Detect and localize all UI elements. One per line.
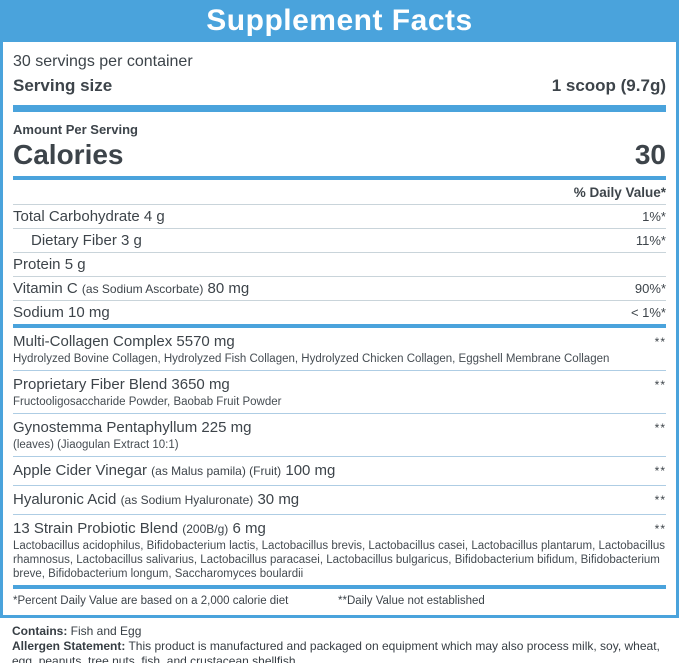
table-row: Protein 5 g <box>13 252 666 276</box>
ingredient-daily-value: ** <box>654 522 666 536</box>
divider-bar <box>13 105 666 112</box>
servings-per-container: 30 servings per container <box>13 53 193 70</box>
allergen-statement-label: Allergen Statement: <box>12 639 126 653</box>
ingredient-sublist: (leaves) (Jiaogulan Extract 10:1) <box>13 439 179 451</box>
divider-bar <box>13 585 666 589</box>
ingredient-daily-value: ** <box>654 493 666 507</box>
contains-value: Fish and Egg <box>67 624 142 638</box>
table-row: Hyaluronic Acid (as Sodium Hyaluronate) … <box>13 485 666 514</box>
table-row: Apple Cider Vinegar (as Malus pamila) (F… <box>13 456 666 485</box>
ingredient-name: Gynostemma Pentaphyllum 225 mg <box>13 419 252 436</box>
table-row: Total Carbohydrate 4 g 1%* <box>13 205 666 228</box>
ingredient-daily-value: ** <box>654 464 666 478</box>
ingredient-name: 13 Strain Probiotic Blend (200B/g) 6 mg <box>13 520 266 537</box>
nutrient-daily-value: 90%* <box>634 280 666 296</box>
table-row: Vitamin C (as Sodium Ascorbate) 80 mg 90… <box>13 276 666 300</box>
nutrients-table: Total Carbohydrate 4 g 1%* Dietary Fiber… <box>13 205 666 324</box>
ingredient-name: Multi-Collagen Complex 5570 mg <box>13 333 235 350</box>
ingredient-name: Apple Cider Vinegar (as Malus pamila) (F… <box>13 462 336 479</box>
ingredient-daily-value: ** <box>654 378 666 392</box>
ingredient-sublist: Fructooligosaccharide Powder, Baobab Fru… <box>13 396 282 408</box>
calories-value: 30 <box>634 139 666 170</box>
calories-row: Calories 30 <box>13 138 666 172</box>
table-row: Multi-Collagen Complex 5570 mg ** Hydrol… <box>13 328 666 370</box>
ingredient-daily-value: ** <box>654 335 666 349</box>
contains-line: Contains: Fish and Egg <box>12 624 667 639</box>
ingredient-name: Hyaluronic Acid (as Sodium Hyaluronate) … <box>13 491 300 508</box>
ingredient-daily-value: ** <box>654 421 666 435</box>
serving-size-value: 1 scoop (9.7g) <box>551 76 666 95</box>
serving-size-row: Serving size 1 scoop (9.7g) <box>13 73 666 98</box>
nutrient-name: Vitamin C (as Sodium Ascorbate) 80 mg <box>13 279 250 297</box>
daily-value-header: % Daily Value* <box>13 180 666 205</box>
nutrient-name: Dietary Fiber 3 g <box>31 231 142 249</box>
serving-size-label: Serving size <box>13 76 113 95</box>
nutrient-name: Protein 5 g <box>13 255 86 273</box>
nutrient-name: Sodium 10 mg <box>13 303 110 321</box>
divider-bar <box>13 176 666 180</box>
supplement-facts-panel: 30 servings per container Serving size 1… <box>0 42 679 618</box>
table-row: Gynostemma Pentaphyllum 225 mg ** (leave… <box>13 413 666 456</box>
serving-section: 30 servings per container Serving size 1… <box>13 42 666 112</box>
allergen-block: Contains: Fish and Egg Allergen Statemen… <box>0 618 679 663</box>
supplement-facts-title: Supplement Facts <box>0 0 679 42</box>
ingredient-sublist: Lactobacillus acidophilus, Bifidobacteri… <box>13 540 666 580</box>
calories-label: Calories <box>13 139 124 170</box>
table-row: Proprietary Fiber Blend 3650 mg ** Fruct… <box>13 370 666 413</box>
divider-bar <box>13 324 666 328</box>
allergen-statement-value: This product is manufactured and package… <box>12 639 660 663</box>
nutrient-daily-value: 11%* <box>635 232 666 248</box>
contains-label: Contains: <box>12 624 68 638</box>
footnote-daily-value-basis: *Percent Daily Value are based on a 2,00… <box>13 595 289 607</box>
footnote-not-established: **Daily Value not established <box>338 595 485 607</box>
blends-table: Multi-Collagen Complex 5570 mg ** Hydrol… <box>13 328 666 585</box>
calories-section: Amount Per Serving Calories 30 <box>13 121 666 180</box>
ingredient-name: Proprietary Fiber Blend 3650 mg <box>13 376 230 393</box>
nutrient-name: Total Carbohydrate 4 g <box>13 207 165 225</box>
allergen-statement-line: Allergen Statement: This product is manu… <box>12 639 667 663</box>
footnotes: *Percent Daily Value are based on a 2,00… <box>13 589 666 615</box>
amount-per-serving-label: Amount Per Serving <box>13 122 138 137</box>
nutrient-daily-value: < 1%* <box>630 304 666 320</box>
table-row: Dietary Fiber 3 g 11%* <box>13 228 666 252</box>
ingredient-sublist: Hydrolyzed Bovine Collagen, Hydrolyzed F… <box>13 353 610 365</box>
nutrient-daily-value: 1%* <box>642 208 666 224</box>
table-row: 13 Strain Probiotic Blend (200B/g) 6 mg … <box>13 514 666 585</box>
table-row: Sodium 10 mg < 1%* <box>13 300 666 324</box>
